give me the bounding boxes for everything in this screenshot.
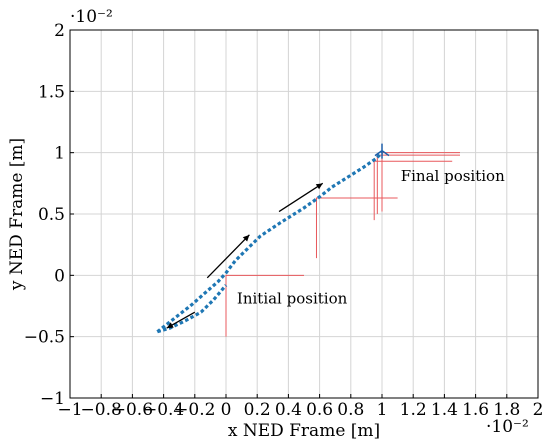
y-tick-label: 2: [54, 21, 65, 41]
series-line: [156, 284, 228, 334]
x-tick-label: 0: [221, 400, 232, 420]
direction-arrow: [206, 234, 250, 279]
y-axis-multiplier: ·10⁻²: [70, 7, 113, 27]
y-tick-label: −1: [40, 389, 65, 409]
reference-line: [225, 274, 304, 337]
direction-arrow: [278, 182, 324, 213]
x-tick-label: 2: [533, 400, 544, 420]
annotation-label: Final position: [401, 167, 505, 185]
reference-line: [315, 197, 398, 259]
x-axis-multiplier: ·10⁻²: [486, 417, 529, 437]
y-tick-label: 0: [54, 266, 65, 286]
x-tick-label: 0.2: [244, 400, 271, 420]
y-tick-label: 1.5: [38, 82, 65, 102]
x-tick-label: 1.2: [400, 400, 427, 420]
x-tick-label: −0.8: [81, 400, 122, 420]
y-axis-label: y NED Frame [m]: [7, 138, 27, 291]
x-tick-label: 1: [377, 400, 388, 420]
x-tick-label: −0.4: [143, 400, 184, 420]
direction-arrows: [166, 182, 324, 329]
annotation-label: Initial position: [237, 290, 348, 308]
trajectory-series: [156, 143, 390, 334]
x-axis-label: x NED Frame [m]: [228, 421, 380, 441]
series-line: [156, 151, 384, 334]
y-tick-labels: −1 −0.5 0 0.5 1 1.5 2: [24, 21, 74, 409]
arrow-head: [166, 322, 174, 329]
arrow-head: [242, 234, 250, 242]
y-tick-label: −0.5: [24, 328, 65, 348]
y-tick-label: 0.5: [38, 205, 65, 225]
x-tick-label: 0.4: [275, 400, 302, 420]
x-tick-label: 1.4: [431, 400, 458, 420]
annotations: Initial position Final position: [237, 167, 505, 308]
x-tick-label: −1: [57, 400, 82, 420]
x-tick-label: 0.8: [337, 400, 364, 420]
x-tick-labels: −1−0.8−0.6−0.4−0.2 0 0.2 0.4 0.6 0.8 1 1.2 1.4 1.…: [57, 394, 543, 420]
x-tick-label: 1.6: [462, 400, 489, 420]
x-tick-label: −0.2: [174, 400, 215, 420]
final-position-marker: [374, 143, 390, 159]
arrow-head: [315, 183, 323, 190]
x-tick-label: −0.6: [112, 400, 153, 420]
x-tick-label: 1.8: [493, 400, 520, 420]
y-tick-label: 1: [54, 144, 65, 164]
x-tick-label: 0.6: [306, 400, 333, 420]
